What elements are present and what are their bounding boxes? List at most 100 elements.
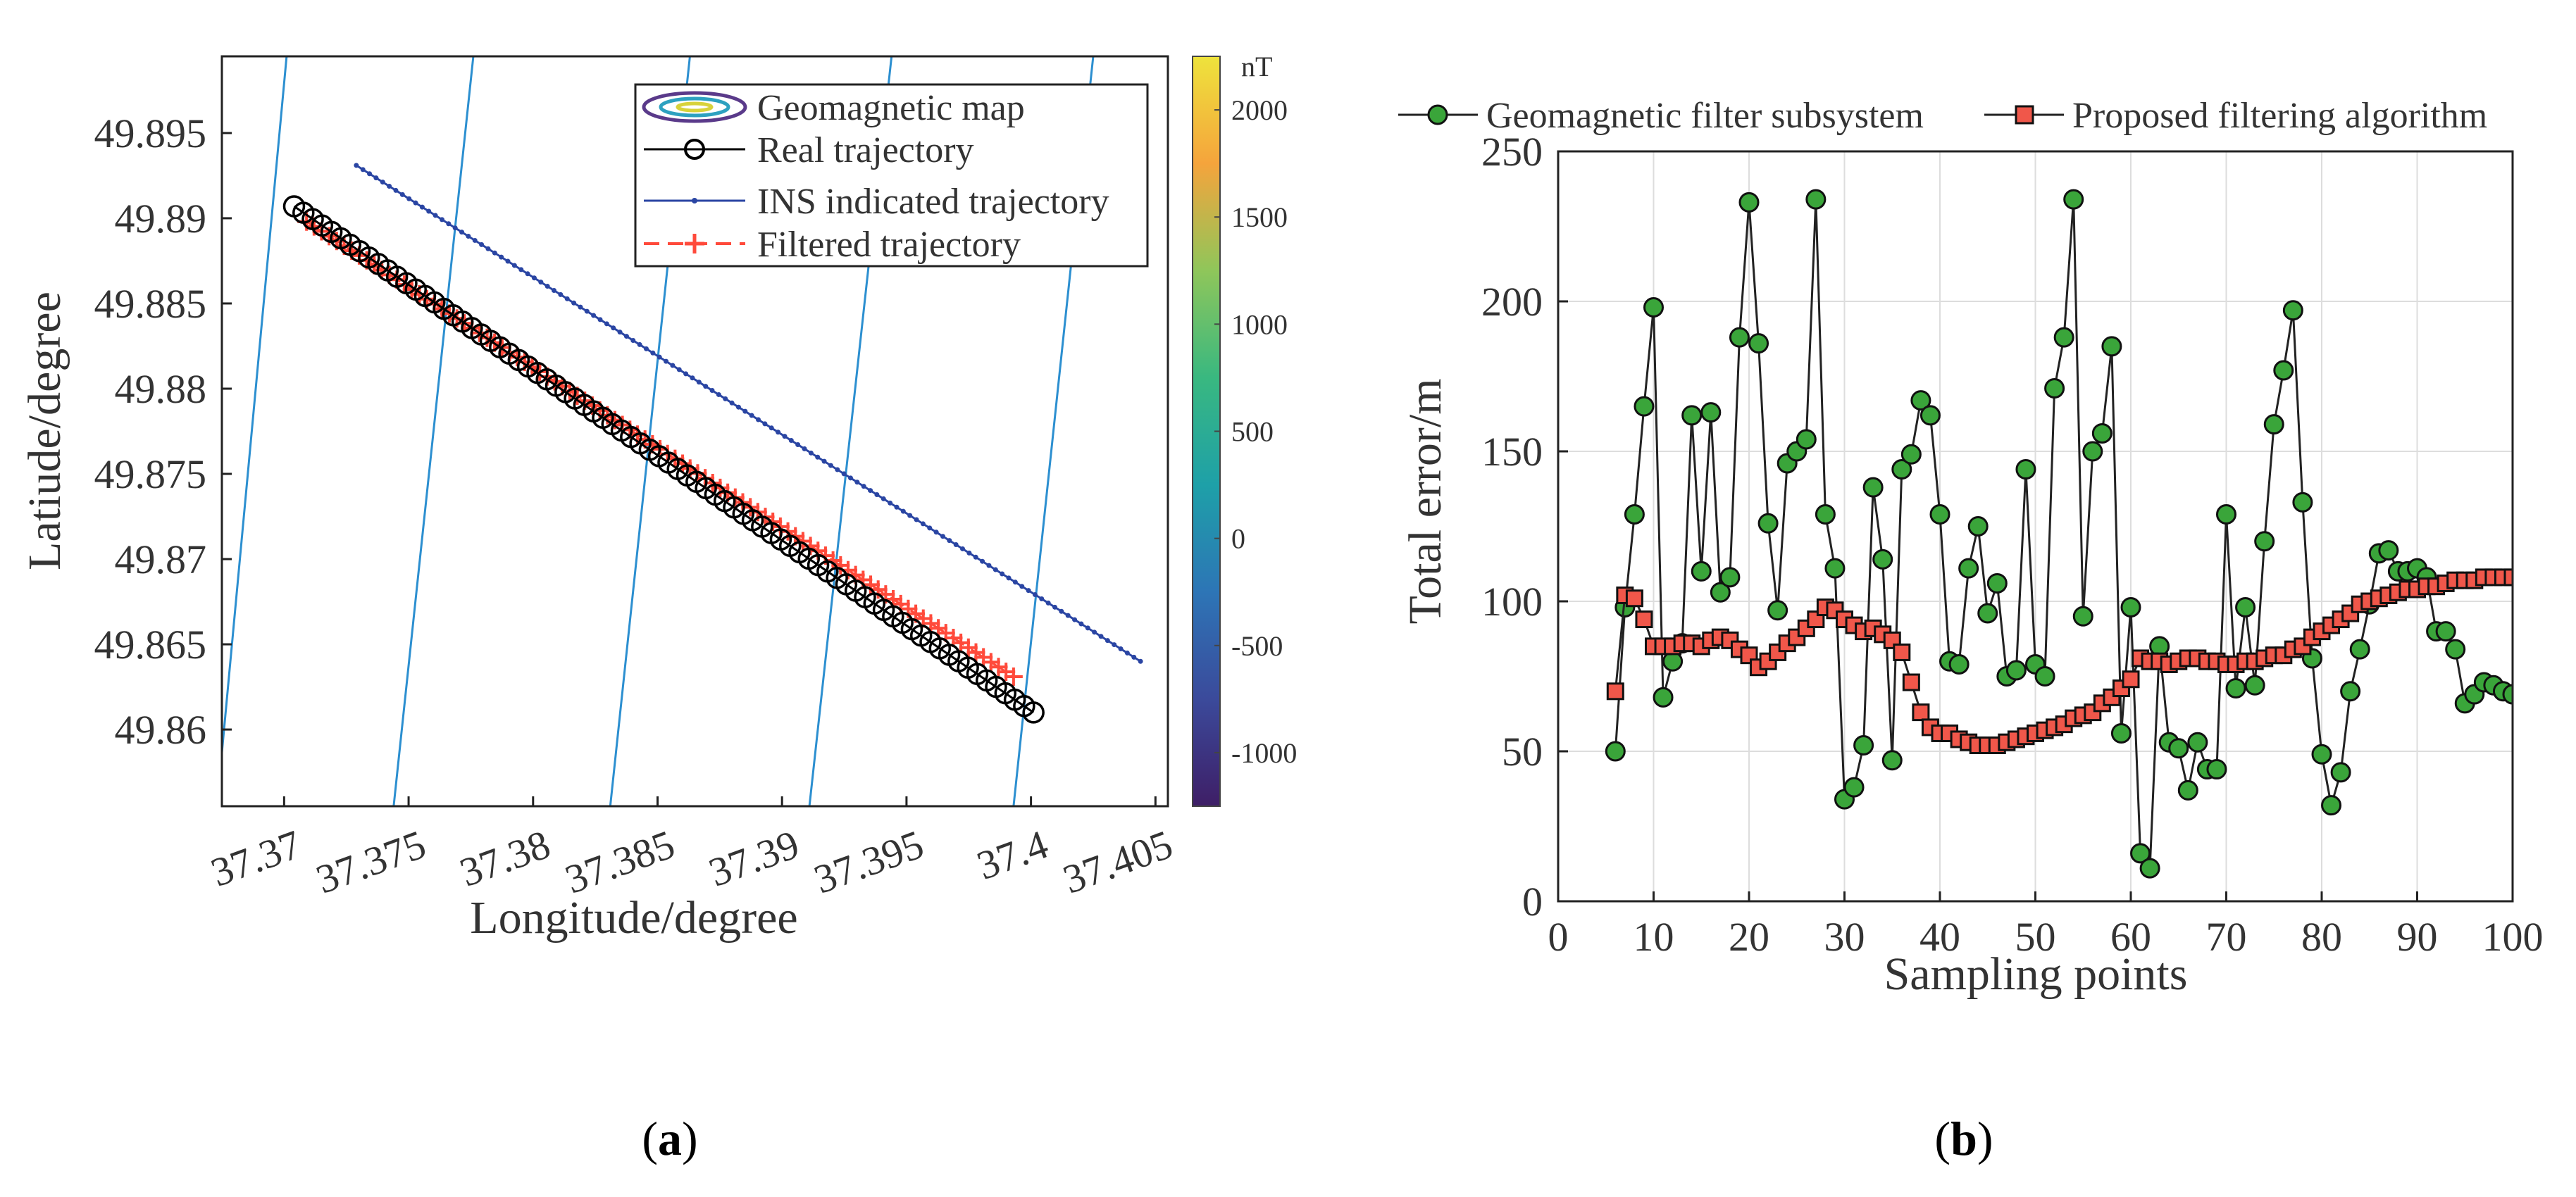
ins-trajectory-point — [1092, 629, 1097, 635]
ins-trajectory-point — [393, 187, 399, 193]
ins-trajectory-point — [854, 480, 860, 485]
ins-trajectory-point — [947, 538, 952, 544]
proposed-point — [1912, 703, 1930, 722]
ins-trajectory-point — [835, 467, 840, 472]
colorbar-tick-label: 1500 — [1231, 201, 1288, 233]
ins-trajectory-point — [591, 313, 597, 318]
geomagnetic-point — [1738, 192, 1760, 213]
ins-trajectory-point — [611, 325, 616, 331]
x-tick-label: 30 — [1824, 914, 1865, 960]
geomagnetic-point — [2044, 378, 2065, 399]
x-tick-label: 40 — [1919, 914, 1960, 960]
proposed-point — [1902, 673, 1920, 691]
panel-label-a: (a) — [642, 1112, 697, 1165]
ins-trajectory-point — [735, 404, 741, 410]
y-tick-label: 49.895 — [94, 111, 207, 156]
geomagnetic-point — [2273, 360, 2294, 381]
geomagnetic-point — [1853, 734, 1874, 756]
geomagnetic-point — [2168, 738, 2189, 759]
ins-trajectory-point — [452, 225, 458, 231]
ins-trajectory-point — [960, 546, 966, 551]
ins-trajectory-point — [1112, 642, 1117, 648]
legend-item-ins-trajectory: INS indicated trajectory — [644, 182, 1109, 222]
ins-trajectory-point — [406, 196, 412, 201]
x-tick-label: 37.39 — [703, 821, 805, 896]
geomagnetic-point — [2216, 503, 2236, 525]
series-line — [1614, 199, 2513, 872]
colorbar-ticks: -1000 -500 0 500 1000 1500 2000 — [1214, 94, 1297, 769]
ins-trajectory-point — [492, 250, 497, 256]
series-proposed-filtering-algorithm — [1606, 568, 2513, 754]
geomagnetic-point — [2235, 597, 2256, 618]
geomagnetic-point — [1881, 750, 1903, 771]
x-axis-label-b: Sampling points — [1884, 948, 2188, 1000]
geomagnetic-point — [2187, 732, 2208, 753]
ins-trajectory-point — [933, 529, 939, 535]
x-tick-label: 90 — [2397, 914, 2438, 960]
colorbar-unit: nT — [1241, 51, 1272, 82]
ins-trajectory-point — [505, 258, 511, 264]
ins-trajectory-point — [1000, 571, 1005, 577]
geomagnetic-point — [2110, 722, 2132, 744]
geomagnetic-point — [2034, 666, 2055, 687]
ins-trajectory-point — [426, 208, 432, 214]
geomagnetic-point — [1977, 603, 1998, 624]
x-tick-label: 80 — [2301, 914, 2342, 960]
error-plot-panel: 0 10 20 30 40 50 60 70 80 90 100 0 50 100 150 200 250 S… — [1398, 96, 2544, 1165]
y-tick-label: 49.87 — [115, 537, 207, 582]
filtered-trajectory-point — [1004, 668, 1023, 687]
geomagnetic-point — [2311, 744, 2332, 765]
geomagnetic-point — [1653, 687, 1674, 708]
geomagnetic-point — [2206, 759, 2227, 780]
geomagnetic-point — [2282, 300, 2303, 321]
geomagnetic-point — [1958, 558, 1979, 579]
x-tick-label: 60 — [2110, 914, 2151, 960]
ins-trajectory-point — [729, 400, 735, 406]
legend-label-ins-trajectory: INS indicated trajectory — [757, 182, 1109, 222]
geomagnetic-point — [2254, 531, 2275, 552]
geomagnetic-point — [1729, 327, 1750, 348]
error-series — [1605, 189, 2513, 879]
ins-trajectory-point — [1052, 604, 1058, 610]
ins-trajectory-point — [518, 267, 524, 272]
series-ins-indicated-trajectory — [354, 163, 1143, 664]
y-tick-label: 250 — [1481, 129, 1543, 175]
ins-trajectory-point — [525, 271, 530, 277]
geomagnetic-point — [2378, 540, 2399, 561]
legend-item-geomagnetic-filter: Geomagnetic filter subsystem — [1398, 96, 1924, 136]
colorbar-tick-label: 500 — [1231, 416, 1274, 448]
ins-trajectory-point — [531, 275, 537, 281]
geomagnetic-point — [2292, 491, 2313, 513]
colorbar-tick-label: -1000 — [1231, 737, 1297, 769]
ins-trajectory-point — [1059, 608, 1064, 614]
colorbar-tick-label: 1000 — [1231, 308, 1288, 340]
ins-trajectory-point — [676, 367, 682, 372]
ins-trajectory-point — [841, 471, 847, 477]
contour-map-icon-core — [676, 101, 714, 113]
geomagnetic-point — [2130, 843, 2151, 864]
y-tick-label: 49.875 — [94, 451, 207, 497]
geomagnetic-point — [1757, 513, 1779, 534]
ins-trajectory-point — [953, 542, 959, 548]
colorbar-tick-label: 2000 — [1231, 94, 1288, 126]
ins-trajectory-point — [552, 287, 557, 293]
ins-trajectory-point — [690, 375, 695, 381]
geomagnetic-point — [2120, 597, 2141, 618]
ins-trajectory-point — [1019, 584, 1025, 589]
ins-trajectory-point — [367, 171, 373, 177]
ins-trajectory-point — [815, 454, 821, 460]
x-tick-label: 37.395 — [808, 821, 929, 903]
ins-trajectory-point — [966, 550, 972, 556]
contour-map-icon-inner — [659, 96, 730, 118]
proposed-point — [1635, 610, 1653, 629]
geomagnetic-point — [2349, 639, 2370, 660]
y-axis-label-b: Total error/m — [1400, 378, 1451, 624]
ins-trajectory-point — [716, 391, 721, 397]
x-axis-b: 0 10 20 30 40 50 60 70 80 90 100 — [1548, 891, 2544, 960]
geomagnetic-point — [1824, 558, 1846, 579]
ins-trajectory-point — [1118, 646, 1124, 652]
ins-trajectory-point — [1045, 600, 1051, 606]
legend-item-real-trajectory: Real trajectory — [644, 130, 974, 170]
ins-trajectory-point — [380, 180, 385, 185]
ins-trajectory-point — [617, 330, 623, 335]
